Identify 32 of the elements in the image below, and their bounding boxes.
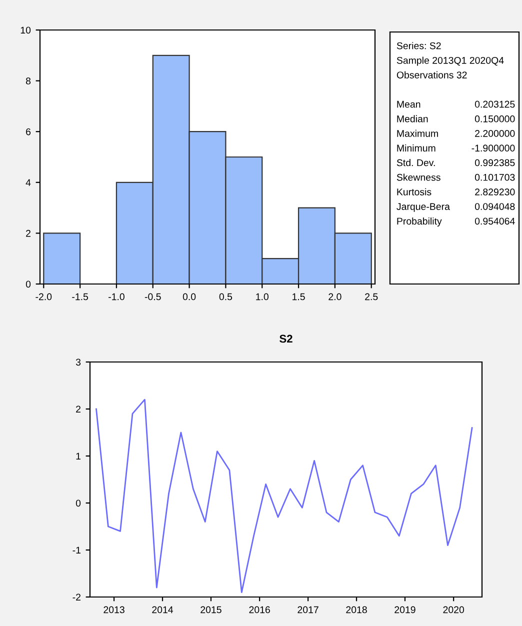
y-tick-label: 3 bbox=[76, 358, 81, 366]
y-tick-label: 2 bbox=[26, 230, 30, 237]
x-tick-label: -2.0 bbox=[36, 293, 52, 300]
y-tick-label: -1 bbox=[72, 546, 80, 554]
x-tick-label: -1.0 bbox=[108, 293, 124, 300]
line-series bbox=[96, 398, 473, 593]
x-tick-label: 2015 bbox=[200, 606, 222, 614]
x-tick-label: 2.5 bbox=[365, 293, 378, 300]
y-tick-label: 8 bbox=[26, 78, 31, 84]
x-tick-label: 1.5 bbox=[292, 293, 305, 300]
x-tick-label: 0.0 bbox=[182, 293, 196, 300]
x-tick-label: -0.5 bbox=[144, 293, 161, 300]
x-tick-label: 2016 bbox=[249, 606, 270, 614]
x-tick-label: 2018 bbox=[346, 606, 367, 614]
chart-title: S2 bbox=[280, 334, 292, 343]
x-tick-label: 2013 bbox=[104, 606, 124, 614]
x-tick-label: 1.0 bbox=[256, 293, 268, 300]
y-tick-label: 0 bbox=[26, 280, 31, 288]
x-tick-label: 2017 bbox=[298, 606, 318, 614]
x-tick-label: 2014 bbox=[152, 606, 174, 614]
x-tick-label: 2.0 bbox=[328, 293, 342, 300]
y-tick-label: 10 bbox=[20, 26, 31, 34]
x-tick-label: 2020 bbox=[443, 606, 464, 614]
y-tick-label: 6 bbox=[26, 128, 31, 136]
y-tick-label: 1 bbox=[76, 452, 80, 460]
y-tick-label: 0 bbox=[76, 500, 81, 507]
y-tick-label: 2 bbox=[76, 406, 80, 413]
y-tick-label: -2 bbox=[72, 594, 80, 601]
x-tick-label: 2019 bbox=[394, 606, 416, 614]
x-tick-label: 0.5 bbox=[219, 293, 232, 300]
x-tick-label: -1.5 bbox=[72, 293, 88, 300]
y-tick-label: 4 bbox=[26, 179, 31, 186]
